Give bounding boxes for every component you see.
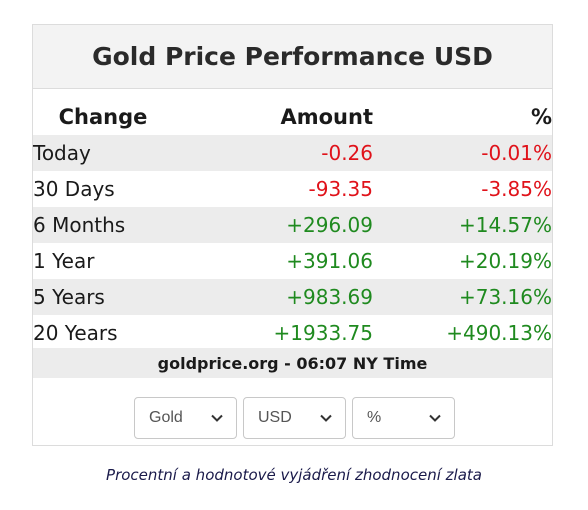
row-amount: +391.06 xyxy=(286,249,373,273)
chevron-down-icon xyxy=(429,414,441,422)
chevron-down-icon xyxy=(211,414,223,422)
table-row: 30 Days -93.35 -3.85% xyxy=(33,171,552,207)
performance-table: Change Amount % Today -0.26 -0.01% 30 Da… xyxy=(33,99,552,351)
table-row: 6 Months +296.09 +14.57% xyxy=(33,207,552,243)
row-amount: +1933.75 xyxy=(273,321,373,345)
selector-group: Gold USD % xyxy=(134,397,455,439)
table-row: 1 Year +391.06 +20.19% xyxy=(33,243,552,279)
row-percent: +490.13% xyxy=(446,321,552,345)
widget-title: Gold Price Performance USD xyxy=(33,25,552,89)
table-row: Today -0.26 -0.01% xyxy=(33,135,552,171)
header-amount: Amount xyxy=(280,105,373,129)
row-percent: +73.16% xyxy=(373,279,552,315)
currency-select-value: USD xyxy=(258,409,292,426)
header-change: Change xyxy=(58,105,148,129)
table-row: 20 Years +1933.75 +490.13% xyxy=(33,315,552,351)
metal-select[interactable]: Gold xyxy=(134,397,237,439)
source-line: goldprice.org - 06:07 NY Time xyxy=(33,348,552,378)
row-percent: -3.85% xyxy=(481,177,552,201)
unit-select-value: % xyxy=(367,409,382,426)
row-amount: -93.35 xyxy=(308,177,373,201)
unit-select[interactable]: % xyxy=(352,397,455,439)
table-header-row: Change Amount % xyxy=(33,99,552,135)
row-percent: +20.19% xyxy=(458,249,552,273)
row-label: Today xyxy=(33,135,173,171)
row-label: 1 Year xyxy=(33,249,95,273)
image-caption: Procentní a hodnotové vyjádření zhodnoce… xyxy=(106,466,482,484)
row-amount: +296.09 xyxy=(173,207,373,243)
row-label: 30 Days xyxy=(33,177,115,201)
table-row: 5 Years +983.69 +73.16% xyxy=(33,279,552,315)
gold-price-widget: Gold Price Performance USD Change Amount… xyxy=(32,24,553,446)
metal-select-value: Gold xyxy=(149,409,183,426)
row-label: 6 Months xyxy=(33,207,173,243)
row-amount: +983.69 xyxy=(173,279,373,315)
currency-select[interactable]: USD xyxy=(243,397,346,439)
row-amount: -0.26 xyxy=(173,135,373,171)
row-label: 5 Years xyxy=(33,279,173,315)
row-label: 20 Years xyxy=(33,321,118,345)
chevron-down-icon xyxy=(320,414,332,422)
row-percent: -0.01% xyxy=(373,135,552,171)
header-percent: % xyxy=(530,105,552,129)
row-percent: +14.57% xyxy=(373,207,552,243)
